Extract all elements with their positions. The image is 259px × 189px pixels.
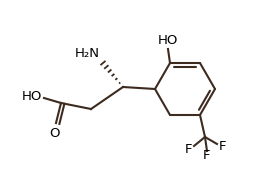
Text: F: F bbox=[185, 143, 193, 156]
Text: HO: HO bbox=[158, 34, 178, 47]
Text: H₂N: H₂N bbox=[75, 47, 100, 60]
Text: F: F bbox=[218, 140, 226, 153]
Text: O: O bbox=[50, 127, 60, 140]
Text: F: F bbox=[203, 149, 211, 163]
Text: HO: HO bbox=[21, 91, 42, 104]
